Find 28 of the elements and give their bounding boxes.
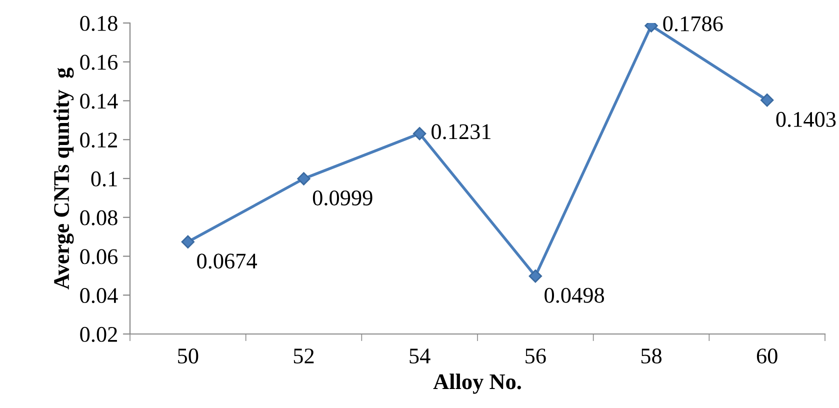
y-tick-label: 0.18 <box>80 16 118 32</box>
data-label: 0.0498 <box>544 288 604 303</box>
data-label: 0.1403 <box>776 112 836 128</box>
x-tick-label: 58 <box>641 348 662 364</box>
y-tick-label: 0.16 <box>80 54 118 70</box>
point <box>760 94 774 107</box>
data-label: 0.0674 <box>197 254 258 269</box>
x-tick-label: 60 <box>756 348 778 364</box>
y-axis-title: Averge CNTs quntity g <box>53 68 74 290</box>
y-tick-label: 0.1 <box>91 171 117 187</box>
x-tick-label: 52 <box>294 348 314 364</box>
x-tick-label: 54 <box>410 348 430 364</box>
y-tick-label: 0.08 <box>80 210 118 226</box>
y-tick-label: 0.06 <box>80 249 118 264</box>
data-label: 0.0999 <box>312 190 372 206</box>
y-tick-label: 0.02 <box>80 326 117 342</box>
data-label: 0.1786 <box>663 16 723 32</box>
point <box>528 269 542 283</box>
point <box>412 127 426 140</box>
point <box>297 172 310 186</box>
y-tick-label: 0.12 <box>80 132 117 148</box>
x-tick-label: 56 <box>526 348 546 364</box>
point <box>181 235 195 248</box>
data-label: 0.1231 <box>432 124 490 140</box>
y-tick-label: 0.14 <box>80 94 118 109</box>
x-axis-title: Alloy No. <box>433 374 521 394</box>
y-tick-label: 0.04 <box>80 288 118 304</box>
x-tick-label: 50 <box>178 348 198 364</box>
